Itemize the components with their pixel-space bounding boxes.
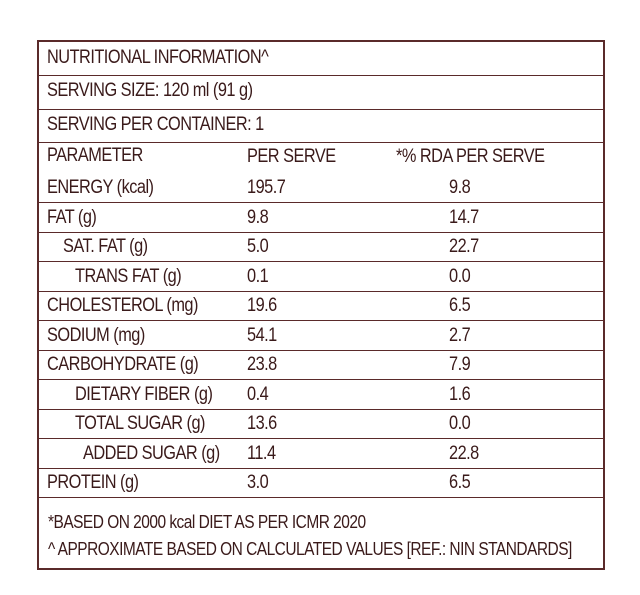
- header-parameter: PARAMETER: [47, 145, 143, 166]
- per-serve-cell: 54.1: [247, 324, 277, 346]
- per-serve-cell: 11.4: [247, 442, 276, 464]
- per-serve-cell: 3.0: [247, 472, 269, 493]
- table-row: CARBOHYDRATE (g) 23.8 7.9: [39, 351, 603, 380]
- per-serve-cell: 19.6: [247, 295, 277, 316]
- table-header: PARAMETER PER SERVE *% RDA PER SERVE: [39, 142, 603, 174]
- parameter-cell: CARBOHYDRATE (g): [47, 354, 199, 375]
- rda-cell: 14.7: [449, 206, 479, 228]
- rda-cell: 0.0: [449, 265, 471, 287]
- per-serve-cell: 0.1: [247, 265, 269, 287]
- rda-cell: 0.0: [449, 413, 471, 434]
- serving-size-row: SERVING SIZE: 120 ml (91 g): [39, 75, 603, 110]
- title-row: NUTRITIONAL INFORMATION^: [39, 42, 603, 76]
- serving-size: SERVING SIZE: 120 ml (91 g): [47, 80, 253, 101]
- table-row: ADDED SUGAR (g) 11.4 22.8: [39, 440, 603, 469]
- serving-per-container-row: SERVING PER CONTAINER: 1: [39, 109, 603, 143]
- rda-cell: 1.6: [449, 383, 471, 405]
- table-row: TOTAL SUGAR (g) 13.6 0.0: [39, 410, 603, 439]
- rda-cell: 6.5: [449, 295, 471, 316]
- table-row: SODIUM (mg) 54.1 2.7: [39, 322, 603, 351]
- per-serve-cell: 0.4: [247, 383, 269, 405]
- parameter-cell: TRANS FAT (g): [75, 265, 182, 287]
- panel-title: NUTRITIONAL INFORMATION^: [47, 47, 269, 68]
- rda-cell: 7.9: [449, 354, 471, 375]
- parameter-cell: FAT (g): [47, 206, 97, 228]
- nutrition-panel: NUTRITIONAL INFORMATION^ SERVING SIZE: 1…: [37, 40, 605, 570]
- per-serve-cell: 195.7: [247, 177, 286, 198]
- parameter-cell: PROTEIN (g): [47, 472, 139, 493]
- rda-cell: 9.8: [449, 177, 471, 198]
- table-row: DIETARY FIBER (g) 0.4 1.6: [39, 381, 603, 410]
- rda-cell: 22.8: [449, 442, 479, 464]
- footnote-approx: ^ APPROXIMATE BASED ON CALCULATED VALUES…: [48, 539, 572, 559]
- parameter-cell: SAT. FAT (g): [63, 236, 148, 257]
- per-serve-cell: 9.8: [247, 206, 269, 228]
- footnotes: *BASED ON 2000 kcal DIET AS PER ICMR 202…: [48, 509, 640, 563]
- serving-per-container: SERVING PER CONTAINER: 1: [47, 114, 264, 135]
- parameter-cell: SODIUM (mg): [47, 324, 145, 346]
- footnote-rda: *BASED ON 2000 kcal DIET AS PER ICMR 202…: [48, 512, 366, 532]
- parameter-cell: CHOLESTEROL (mg): [47, 295, 198, 316]
- table-row: TRANS FAT (g) 0.1 0.0: [39, 263, 603, 292]
- parameter-cell: ADDED SUGAR (g): [83, 442, 220, 464]
- table-row: PROTEIN (g) 3.0 6.5: [39, 469, 603, 498]
- parameter-cell: ENERGY (kcal): [47, 177, 154, 198]
- parameter-cell: TOTAL SUGAR (g): [75, 413, 205, 434]
- parameter-cell: DIETARY FIBER (g): [75, 383, 213, 405]
- table-row: ENERGY (kcal) 195.7 9.8: [39, 174, 603, 203]
- table-row: CHOLESTEROL (mg) 19.6 6.5: [39, 292, 603, 321]
- rda-cell: 22.7: [449, 236, 479, 257]
- table-row: FAT (g) 9.8 14.7: [39, 204, 603, 233]
- per-serve-cell: 13.6: [247, 413, 277, 434]
- per-serve-cell: 23.8: [247, 354, 277, 375]
- header-per-serve: PER SERVE: [247, 146, 336, 167]
- rda-cell: 2.7: [449, 324, 471, 346]
- per-serve-cell: 5.0: [247, 236, 269, 257]
- rda-cell: 6.5: [449, 472, 471, 493]
- header-rda: *% RDA PER SERVE: [396, 146, 545, 167]
- table-row: SAT. FAT (g) 5.0 22.7: [39, 233, 603, 262]
